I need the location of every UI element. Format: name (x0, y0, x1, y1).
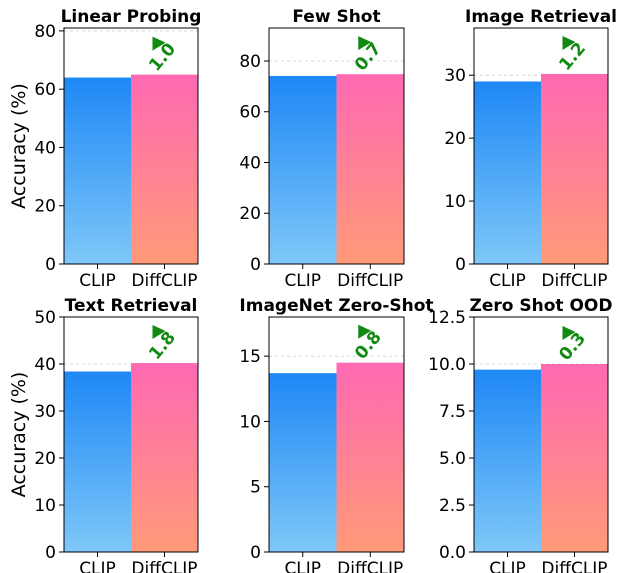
x-tick-label: CLIP (284, 559, 321, 573)
delta-arrow (358, 36, 372, 51)
y-tick-label: 10 (444, 192, 466, 212)
y-tick-label: 0 (250, 543, 261, 563)
y-tick-label: 12.5 (428, 308, 466, 328)
y-tick-label: 50 (34, 308, 56, 328)
chart-panel: 0 20 40 60 80 CLIP DiffCLIP Linear Probing Accur… (8, 7, 201, 291)
delta-label: 1.8 (145, 328, 180, 364)
y-axis-label: Accuracy (%) (8, 83, 30, 209)
y-tick-label: 20 (34, 197, 56, 217)
panel-title: Zero Shot OOD (470, 296, 613, 316)
x-tick-label: DiffCLIP (541, 559, 607, 573)
y-tick-label: 0.0 (439, 543, 466, 563)
y-tick-label: 40 (34, 355, 56, 375)
y-tick-label: 10 (34, 496, 56, 516)
bar-diffclip (131, 363, 198, 552)
y-tick-label: 5.0 (439, 449, 466, 469)
x-tick-label: CLIP (489, 559, 526, 573)
bar-clip (64, 77, 131, 265)
bar-clip (269, 75, 337, 264)
chart-panel: 0 20 40 60 80 CLIP DiffCLIP Few Shot 0.7 (239, 7, 405, 291)
chart-panel: 0.0 2.5 5.0 7.5 10.0 12.5 CLIP DiffCLIP Zero Sho… (428, 296, 612, 573)
y-tick-label: 10.0 (428, 355, 466, 375)
axes-frame (473, 316, 609, 553)
axes-frame (268, 316, 405, 553)
delta-arrow (152, 325, 166, 340)
axes-frame (63, 316, 199, 553)
y-tick-label: 10 (239, 412, 261, 432)
bar-diffclip (541, 73, 608, 264)
y-tick-label: 30 (34, 402, 56, 422)
bar-diffclip (336, 362, 404, 552)
axes-frame (268, 27, 405, 265)
delta-label: 1.0 (145, 39, 180, 75)
x-tick-label: CLIP (79, 559, 116, 573)
panel-title: Text Retrieval (65, 296, 198, 316)
y-tick-label: 80 (239, 52, 261, 72)
delta-label: 0.3 (555, 329, 590, 365)
bar-diffclip (336, 74, 404, 265)
y-tick-label: 20 (34, 449, 56, 469)
x-tick-label: DiffCLIP (337, 559, 403, 573)
y-tick-label: 60 (239, 103, 261, 123)
delta-arrow (562, 326, 576, 340)
y-tick-label: 0 (250, 255, 261, 275)
y-tick-label: 7.5 (439, 402, 466, 422)
bar-clip (64, 371, 131, 552)
y-tick-label: 2.5 (439, 496, 466, 516)
y-tick-label: 30 (444, 66, 466, 86)
chart-panel: 0 5 10 15 CLIP DiffCLIP ImageNet Zero-Shot 0.8 (239, 296, 433, 573)
x-tick-label: DiffCLIP (337, 271, 403, 291)
panel-title: Image Retrieval (465, 7, 617, 27)
bar-clip (269, 373, 337, 552)
axes-frame (63, 27, 199, 265)
delta-arrow (358, 324, 372, 339)
delta-arrow (152, 36, 166, 51)
panel-title: Linear Probing (61, 7, 202, 27)
chart-panel: 0 10 20 30 40 50 CLIP DiffCLIP Text Retrieval Acc… (8, 296, 199, 573)
y-tick-label: 60 (34, 80, 56, 100)
bar-diffclip (541, 364, 608, 552)
y-tick-label: 80 (34, 22, 56, 42)
axes-frame (473, 27, 609, 265)
x-tick-label: CLIP (79, 271, 116, 291)
delta-label: 1.2 (555, 39, 590, 75)
chart-panel: 0 10 20 30 CLIP DiffCLIP Image Retrieval 1.2 (444, 7, 617, 291)
panel-title: ImageNet Zero-Shot (239, 296, 433, 316)
y-axis-label: Accuracy (%) (8, 372, 30, 498)
y-tick-label: 40 (239, 153, 261, 173)
y-tick-label: 0 (45, 255, 56, 275)
x-tick-label: DiffCLIP (131, 559, 197, 573)
y-tick-label: 20 (239, 204, 261, 224)
y-tick-label: 0 (45, 543, 56, 563)
y-tick-label: 15 (239, 347, 261, 367)
x-tick-label: DiffCLIP (541, 271, 607, 291)
x-tick-label: CLIP (284, 271, 321, 291)
bar-clip (474, 369, 541, 552)
y-tick-label: 20 (444, 129, 466, 149)
delta-label: 0.7 (351, 39, 386, 75)
x-tick-label: CLIP (489, 271, 526, 291)
bar-diffclip (131, 74, 198, 265)
bar-clip (474, 81, 541, 264)
y-tick-label: 40 (34, 138, 56, 158)
delta-label: 0.8 (351, 328, 386, 364)
y-tick-label: 0 (455, 255, 466, 275)
delta-arrow (562, 35, 576, 50)
y-tick-label: 5 (250, 478, 261, 498)
panel-title: Few Shot (292, 7, 380, 27)
x-tick-label: DiffCLIP (131, 271, 197, 291)
